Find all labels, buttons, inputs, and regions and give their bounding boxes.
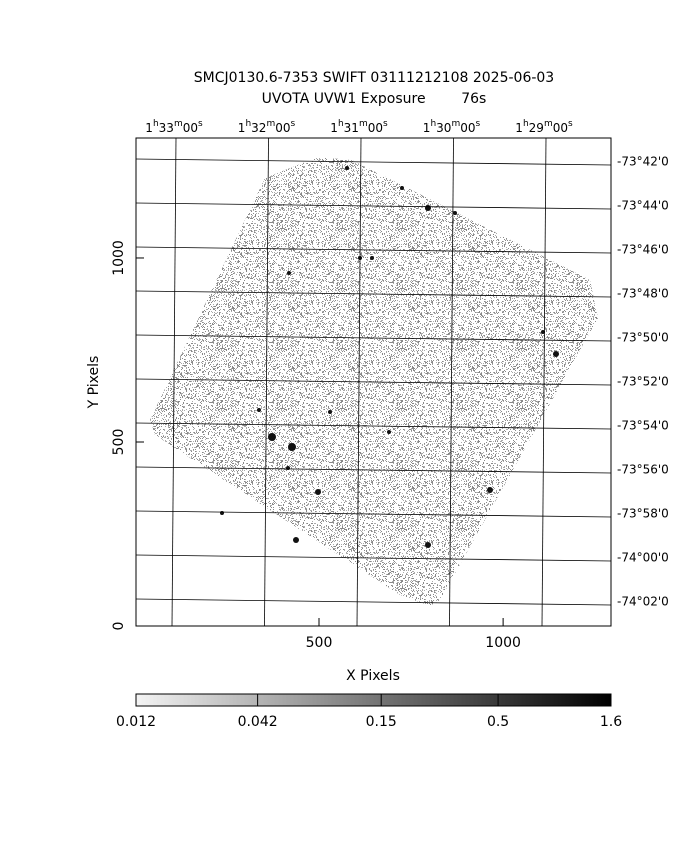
colorbar-tick-label: 0.15: [366, 714, 397, 730]
x-tick-label: 500: [306, 635, 333, 651]
star: [553, 351, 559, 357]
ra-label: 1h31m00s: [330, 119, 388, 135]
ra-grid-line: [171, 137, 177, 627]
colorbar-tick-label: 0.5: [487, 714, 509, 730]
plot-frame: [135, 137, 612, 627]
chart-title: SMCJ0130.6-7353 SWIFT 03111212108 2025-0…: [194, 70, 554, 86]
colorbar: [135, 693, 612, 707]
star: [425, 542, 431, 548]
star: [387, 430, 391, 434]
star: [453, 211, 457, 215]
star: [257, 408, 261, 412]
dec-label: -73°56'0: [617, 463, 669, 477]
star: [220, 511, 224, 515]
dec-label: -73°42'0: [617, 155, 669, 169]
dec-grid-line: [135, 202, 612, 210]
y-axis-label: Y Pixels: [86, 356, 102, 410]
dec-grid-line: [135, 554, 612, 562]
star: [286, 466, 290, 470]
star: [287, 271, 291, 275]
dec-grid-line: [135, 158, 612, 166]
star: [293, 537, 299, 543]
dec-grid-line: [135, 378, 612, 386]
star: [370, 256, 374, 260]
y-tick-label: 500: [111, 429, 127, 456]
dec-label: -73°48'0: [617, 287, 669, 301]
dec-grid-line: [135, 422, 612, 430]
ra-grid-line: [264, 137, 269, 627]
exposure-image: [150, 157, 598, 606]
dec-label: -74°00'0: [617, 551, 669, 565]
dec-label: -73°54'0: [617, 419, 669, 433]
dec-grid-line: [135, 510, 612, 518]
ra-label: 1h30m00s: [423, 119, 481, 135]
ra-grid-line: [356, 137, 362, 627]
x-axis-label: X Pixels: [346, 668, 400, 684]
star: [268, 433, 276, 441]
dec-label: -74°02'0: [617, 595, 669, 609]
colorbar-tick-label: 1.6: [600, 714, 622, 730]
ra-label: 1h32m00s: [238, 119, 296, 135]
ra-label: 1h33m00s: [145, 119, 203, 135]
dec-grid-line: [135, 466, 612, 474]
star: [328, 410, 332, 414]
y-tick-label: 0: [111, 622, 127, 631]
star: [288, 443, 296, 451]
dec-grid-line: [135, 598, 612, 606]
colorbar-tick-label: 0.012: [116, 714, 156, 730]
star: [425, 205, 431, 211]
dec-label: -73°50'0: [617, 331, 669, 345]
star: [541, 330, 545, 334]
dec-label: -73°44'0: [617, 199, 669, 213]
star: [487, 487, 493, 493]
dec-label: -73°58'0: [617, 507, 669, 521]
dec-label: -73°52'0: [617, 375, 669, 389]
star: [345, 166, 349, 170]
ra-grid-line: [541, 137, 547, 627]
star: [400, 186, 404, 190]
dec-label: -73°46'0: [617, 243, 669, 257]
ra-label: 1h29m00s: [515, 119, 573, 135]
x-tick-label: 1000: [485, 635, 521, 651]
ra-grid-line: [449, 137, 454, 627]
y-tick-label: 1000: [111, 240, 127, 276]
colorbar-tick-label: 0.042: [238, 714, 278, 730]
dec-grid-line: [135, 334, 612, 342]
star: [315, 489, 321, 495]
chart-subtitle: UVOTA UVW1 Exposure 76s: [262, 91, 487, 107]
dec-grid-line: [135, 246, 612, 254]
dec-grid-line: [135, 290, 612, 298]
